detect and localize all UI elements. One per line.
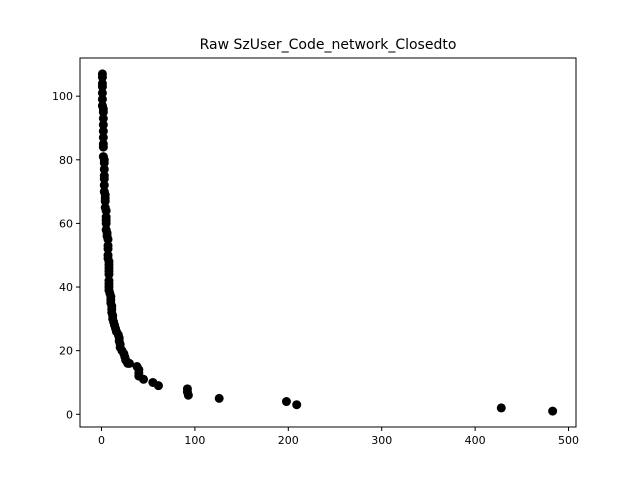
data-point: [98, 142, 108, 152]
x-tick-label: 400: [465, 434, 486, 447]
data-point: [183, 390, 193, 400]
data-point: [103, 234, 113, 244]
data-point: [101, 206, 111, 216]
plot-frame: [79, 57, 577, 428]
data-point: [139, 374, 149, 384]
data-point: [153, 381, 163, 391]
data-point: [281, 397, 291, 407]
y-tick-label: 40: [59, 281, 73, 294]
data-point: [97, 88, 107, 98]
x-tick-label: 200: [278, 434, 299, 447]
data-point: [98, 120, 108, 130]
data-point: [104, 269, 114, 279]
points-layer: [97, 69, 558, 416]
data-point: [98, 126, 108, 136]
x-tick-label: 300: [371, 434, 392, 447]
data-point: [214, 393, 224, 403]
data-point: [292, 400, 302, 410]
data-point: [97, 82, 107, 92]
chart-title: Raw SzUser_Code_network_Closedto: [200, 37, 457, 53]
data-point: [99, 164, 109, 174]
y-tick-label: 20: [59, 345, 73, 358]
y-tick-label: 100: [52, 90, 73, 103]
data-point: [125, 358, 135, 368]
data-point: [548, 406, 558, 416]
data-point: [97, 72, 107, 82]
y-tick-label: 80: [59, 154, 73, 167]
x-tick-label: 0: [98, 434, 105, 447]
x-tick-label: 500: [558, 434, 579, 447]
data-point: [496, 403, 506, 413]
data-point: [101, 218, 111, 228]
y-axis: 0 20 40 60 80 100: [52, 90, 80, 421]
x-axis: 0 100 200 300 400 500: [98, 427, 579, 447]
data-point: [99, 180, 109, 190]
data-point: [98, 113, 108, 123]
data-point: [98, 107, 108, 117]
y-tick-label: 60: [59, 217, 73, 230]
data-point: [98, 133, 108, 143]
data-point: [97, 94, 107, 104]
y-tick-label: 0: [66, 408, 73, 421]
data-point: [99, 174, 109, 184]
data-point: [99, 158, 109, 168]
data-point: [103, 244, 113, 254]
data-point: [100, 196, 110, 206]
x-tick-label: 100: [184, 434, 205, 447]
